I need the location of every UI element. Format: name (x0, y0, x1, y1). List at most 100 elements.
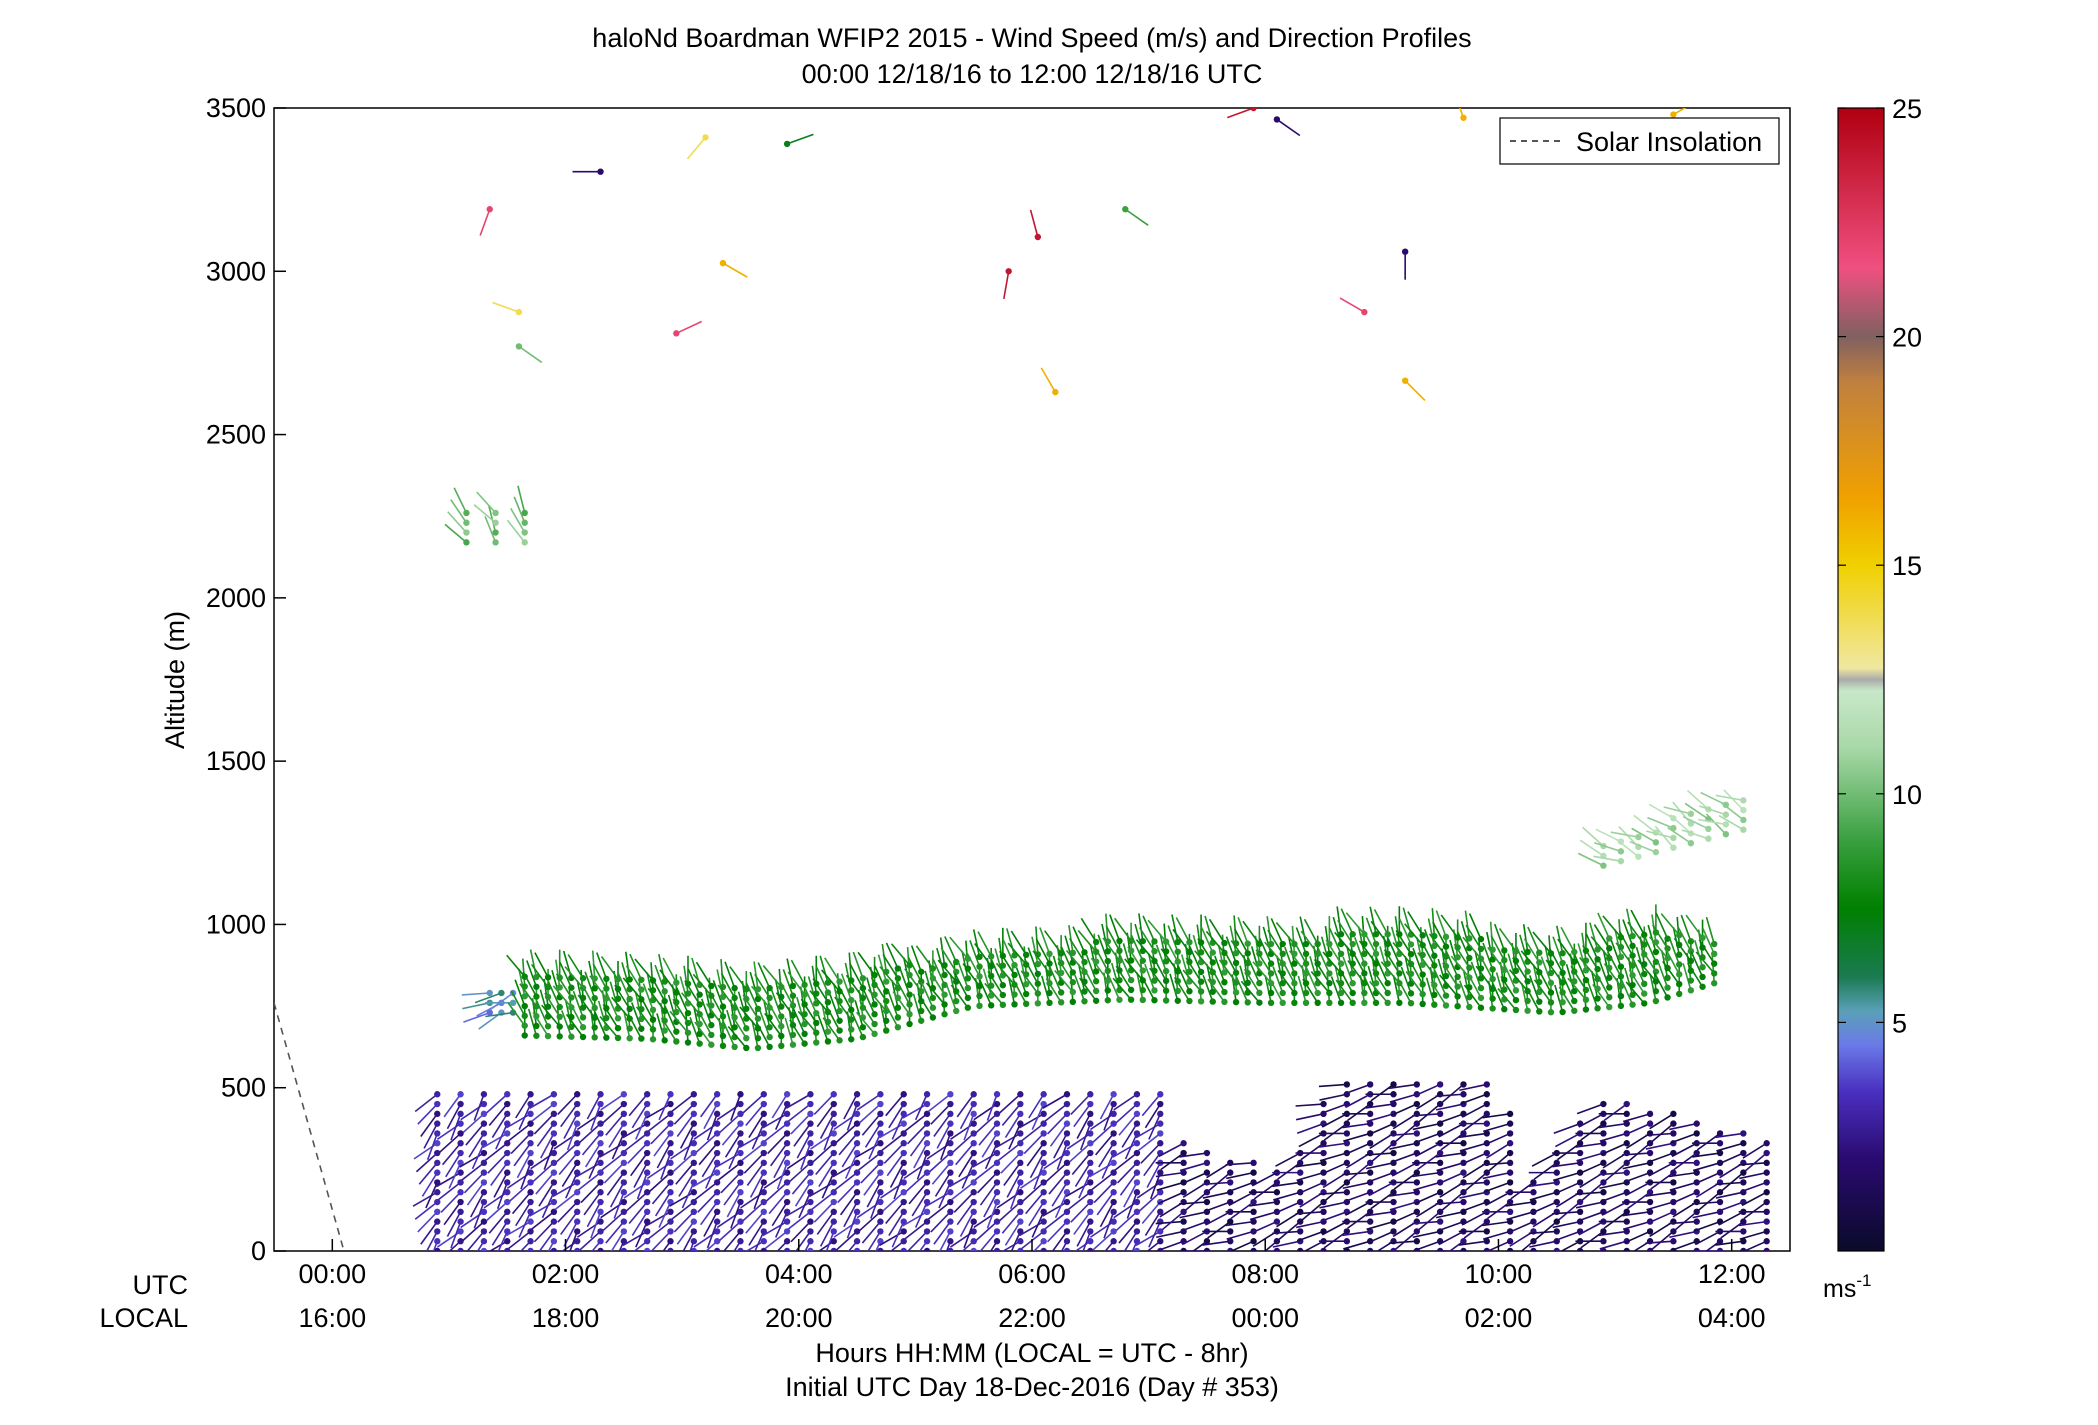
barb-shaft (1397, 978, 1412, 1004)
barb-dot (1547, 979, 1555, 987)
group-wind-barb (998, 1198, 1024, 1222)
barb-shaft (926, 1250, 928, 1251)
barb-dot (533, 1022, 540, 1030)
barb-shaft (628, 1201, 648, 1224)
barb-dot (614, 995, 622, 1002)
barb-shaft (925, 1191, 951, 1207)
barb-shaft (646, 1250, 648, 1251)
group-wind-barb (1051, 1179, 1071, 1207)
barb-shaft (658, 1093, 672, 1121)
group-wind-barb (1560, 926, 1578, 956)
wind-barbs-layer (412, 108, 1770, 1251)
barb-shaft (1292, 938, 1307, 964)
group-wind-barb (841, 1140, 861, 1168)
barb-dot (1401, 248, 1409, 255)
group-wind-barb (466, 1179, 488, 1206)
group-wind-barb (623, 1010, 633, 1042)
barb-dot (1267, 999, 1275, 1007)
group-wind-barb (1654, 825, 1677, 851)
group-wind-barb (1225, 936, 1240, 967)
barb-dot (620, 1110, 628, 1118)
group-wind-barb (448, 1159, 464, 1189)
barb-dot (1180, 1169, 1187, 1176)
group-wind-barb (1138, 913, 1146, 945)
barb-shaft (1118, 1113, 1138, 1136)
group-wind-barb (412, 1189, 441, 1207)
barb-shaft (1012, 978, 1027, 1005)
barb-dot (1506, 1140, 1514, 1147)
barb-dot (947, 1189, 954, 1196)
barb-dot (900, 1140, 907, 1147)
group-wind-barb (650, 976, 668, 1005)
group-wind-barb (1715, 794, 1747, 804)
barb-shaft (651, 1181, 672, 1205)
barb-shaft (1442, 962, 1459, 988)
barb-shaft (1404, 956, 1412, 984)
barb-shaft (672, 998, 689, 1024)
barb-dot (1104, 948, 1112, 955)
barb-shaft (1520, 950, 1540, 973)
barb-dot (1314, 989, 1321, 997)
barb-shaft (1470, 961, 1482, 989)
barb-shaft (417, 1103, 438, 1125)
barb-dot (1256, 989, 1263, 997)
barb-shaft (1684, 802, 1709, 820)
group-wind-barb (1160, 1149, 1187, 1171)
group-wind-barb (888, 1208, 907, 1236)
barb-dot (1040, 1228, 1047, 1235)
barb-dot (1617, 963, 1625, 970)
barb-shaft (1629, 840, 1657, 853)
group-wind-barb (1660, 913, 1683, 939)
barb-shaft (609, 1182, 625, 1208)
barb-shaft (1229, 1240, 1254, 1251)
group-wind-barb (440, 1189, 464, 1213)
barb-shaft (785, 1201, 811, 1217)
group-wind-barb (1179, 1149, 1211, 1158)
group-wind-barb (1049, 1120, 1071, 1147)
barb-shaft (672, 1152, 695, 1173)
group-wind-barb (681, 1179, 698, 1209)
barb-dot (620, 1140, 628, 1147)
barb-dot (457, 1120, 464, 1127)
group-wind-barb (439, 1130, 464, 1153)
barb-dot (702, 134, 709, 141)
group-wind-barb (1250, 1247, 1257, 1251)
group-wind-barb (1397, 978, 1415, 1007)
barb-dot (1151, 938, 1158, 945)
barb-shaft (978, 1123, 998, 1146)
barb-shaft (510, 1132, 532, 1155)
group-wind-barb (706, 1110, 721, 1141)
barb-shaft (1420, 940, 1436, 966)
barb-shaft (1313, 959, 1331, 984)
group-wind-barb (695, 1130, 721, 1153)
group-wind-barb (425, 1179, 441, 1209)
barb-shaft (686, 136, 707, 160)
barb-dot (550, 1179, 558, 1186)
group-wind-barb (1548, 947, 1566, 977)
barb-shaft (1296, 1122, 1324, 1134)
barb-dot (737, 1228, 744, 1235)
barb-shaft (720, 972, 736, 999)
group-wind-barb (1442, 962, 1461, 990)
group-wind-barb (420, 1218, 441, 1245)
group-wind-barb (470, 1189, 488, 1218)
barb-dot (1687, 957, 1695, 965)
barb-shaft (1226, 1230, 1254, 1240)
group-wind-barb (1270, 918, 1286, 948)
group-wind-barb (859, 1208, 884, 1232)
barb-dot (597, 1140, 604, 1147)
group-wind-barb (1453, 943, 1473, 971)
group-wind-barb (622, 1228, 651, 1247)
group-wind-barb (1177, 965, 1193, 995)
barb-dot (1034, 233, 1042, 241)
group-wind-barb (463, 1009, 493, 1023)
group-wind-barb (1615, 838, 1642, 860)
group-wind-barb (664, 1005, 680, 1035)
barb-dot (620, 1208, 628, 1216)
barb-shaft (1687, 962, 1704, 988)
group-wind-barb (1313, 959, 1333, 987)
group-wind-barb (890, 943, 913, 969)
group-wind-barb (1155, 944, 1170, 975)
barb-dot (713, 1218, 721, 1225)
group-wind-barb (555, 1140, 581, 1163)
